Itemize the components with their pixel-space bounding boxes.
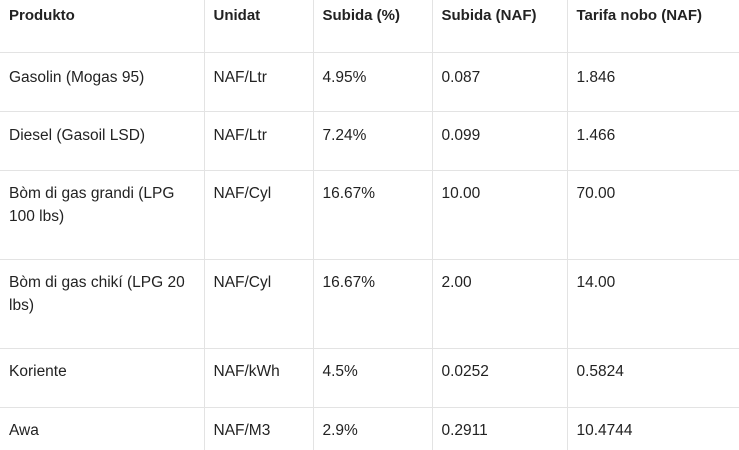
cell-subida-percent: 2.9% — [312, 407, 432, 450]
table-row: Koriente NAF/kWh 4.5% 0.0252 0.5824 — [0, 348, 739, 408]
table-row: Diesel (Gasoil LSD) NAF/Ltr 7.24% 0.099 … — [0, 111, 739, 171]
cell-produkto: Gasolin (Mogas 95) — [0, 52, 204, 112]
cell-subida-percent: 7.24% — [312, 111, 432, 171]
cell-subida-percent: 16.67% — [312, 170, 432, 260]
cell-unidat: NAF/Ltr — [203, 52, 313, 112]
cell-unidat: NAF/Cyl — [203, 170, 313, 260]
cell-produkto: Bòm di gas grandi (LPG 100 lbs) — [0, 170, 204, 260]
cell-unidat: NAF/Cyl — [203, 259, 313, 349]
table-header-row: Produkto Unidat Subida (%) Subida (NAF) … — [0, 0, 739, 53]
cell-tarifa-nobo: 1.846 — [566, 52, 739, 112]
cell-produkto: Awa — [9, 421, 39, 439]
cell-tarifa-nobo: 1.466 — [566, 111, 739, 171]
cell-subida-naf: 10.00 — [431, 170, 567, 260]
cell-produkto: Bòm di gas chikí (LPG 20 lbs) — [0, 259, 204, 349]
cell-produkto: Koriente — [0, 348, 204, 408]
cell-unidat: NAF/M3 — [203, 407, 313, 450]
cell-unidat: NAF/Ltr — [203, 111, 313, 171]
cell-subida-naf: 0.099 — [431, 111, 567, 171]
cell-subida-naf: 2.00 — [431, 259, 567, 349]
cell-tarifa-nobo: 10.4744 — [566, 407, 739, 450]
header-subida-percent: Subida (%) — [312, 0, 432, 53]
table-row: Bòm di gas chikí (LPG 20 lbs) NAF/Cyl 16… — [0, 259, 739, 349]
cell-subida-naf: 0.087 — [431, 52, 567, 112]
cell-tarifa-nobo: 14.00 — [566, 259, 739, 349]
cell-tarifa-nobo: 70.00 — [566, 170, 739, 260]
cell-produkto: Diesel (Gasoil LSD) — [0, 111, 204, 171]
header-unidat: Unidat — [203, 0, 313, 53]
header-tarifa-nobo: Tarifa nobo (NAF) — [566, 0, 739, 53]
cell-tarifa-nobo: 0.5824 — [566, 348, 739, 408]
cell-subida-naf: 0.2911 — [431, 407, 567, 450]
table-row: Gasolin (Mogas 95) NAF/Ltr 4.95% 0.087 1… — [0, 52, 739, 112]
cell-unidat: NAF/kWh — [203, 348, 313, 408]
cell-subida-percent: 4.5% — [312, 348, 432, 408]
header-produkto: Produkto — [0, 0, 204, 53]
header-subida-naf: Subida (NAF) — [431, 0, 567, 53]
cell-subida-percent: 4.95% — [312, 52, 432, 112]
cell-subida-percent: 16.67% — [312, 259, 432, 349]
table-row: Bòm di gas grandi (LPG 100 lbs) NAF/Cyl … — [0, 170, 739, 260]
cell-subida-naf: 0.0252 — [431, 348, 567, 408]
table-row: Awa NAF/M3 2.9% 0.2911 10.4744 — [0, 407, 739, 450]
